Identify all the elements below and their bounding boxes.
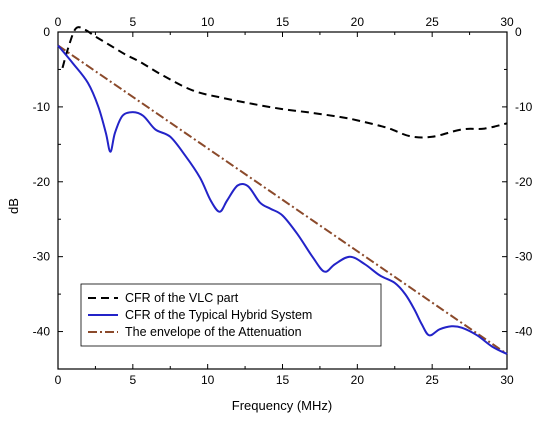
y-tick-label-right: 0 <box>515 25 522 39</box>
x-tick-label-top: 10 <box>201 15 215 29</box>
y-tick-label: -30 <box>33 250 51 264</box>
legend-box <box>80 283 382 347</box>
axis-ticks <box>57 31 508 369</box>
legend-label-hybrid: CFR of the Typical Hybrid System <box>125 308 312 322</box>
y-tick-label: 0 <box>43 25 50 39</box>
series-line-envelope <box>57 44 508 355</box>
x-tick-label-top: 5 <box>129 15 136 29</box>
y-tick-label-right: -20 <box>515 175 533 189</box>
x-tick-label: 10 <box>201 373 215 387</box>
x-tick-label-top: 30 <box>500 15 514 29</box>
y-tick-label: -40 <box>33 325 51 339</box>
y-tick-label: -10 <box>33 100 51 114</box>
x-tick-label: 0 <box>55 373 62 387</box>
x-tick-label: 30 <box>500 373 514 387</box>
series-line-vlc <box>61 26 508 139</box>
y-tick-label-right: -40 <box>515 325 533 339</box>
y-tick-label-right: -30 <box>515 250 533 264</box>
x-tick-label-top: 0 <box>55 15 62 29</box>
legend-label-vlc: CFR of the VLC part <box>125 291 239 305</box>
x-tick-label-top: 25 <box>425 15 439 29</box>
x-tick-label-top: 15 <box>276 15 290 29</box>
legend: CFR of the VLC part CFR of the Typical H… <box>80 283 382 347</box>
legend-label-envelope: The envelope of the Attenuation <box>125 325 302 339</box>
x-tick-label-top: 20 <box>351 15 365 29</box>
x-tick-label: 15 <box>276 373 290 387</box>
series-layer <box>57 26 508 355</box>
x-tick-label: 25 <box>425 373 439 387</box>
y-axis-title: dB <box>6 198 21 214</box>
y-tick-label-right: -10 <box>515 100 533 114</box>
series-line-hybrid <box>57 44 508 355</box>
x-axis-title: Frequency (MHz) <box>232 398 332 413</box>
x-tick-label: 20 <box>351 373 365 387</box>
y-tick-label: -20 <box>33 175 51 189</box>
x-tick-label: 5 <box>129 373 136 387</box>
